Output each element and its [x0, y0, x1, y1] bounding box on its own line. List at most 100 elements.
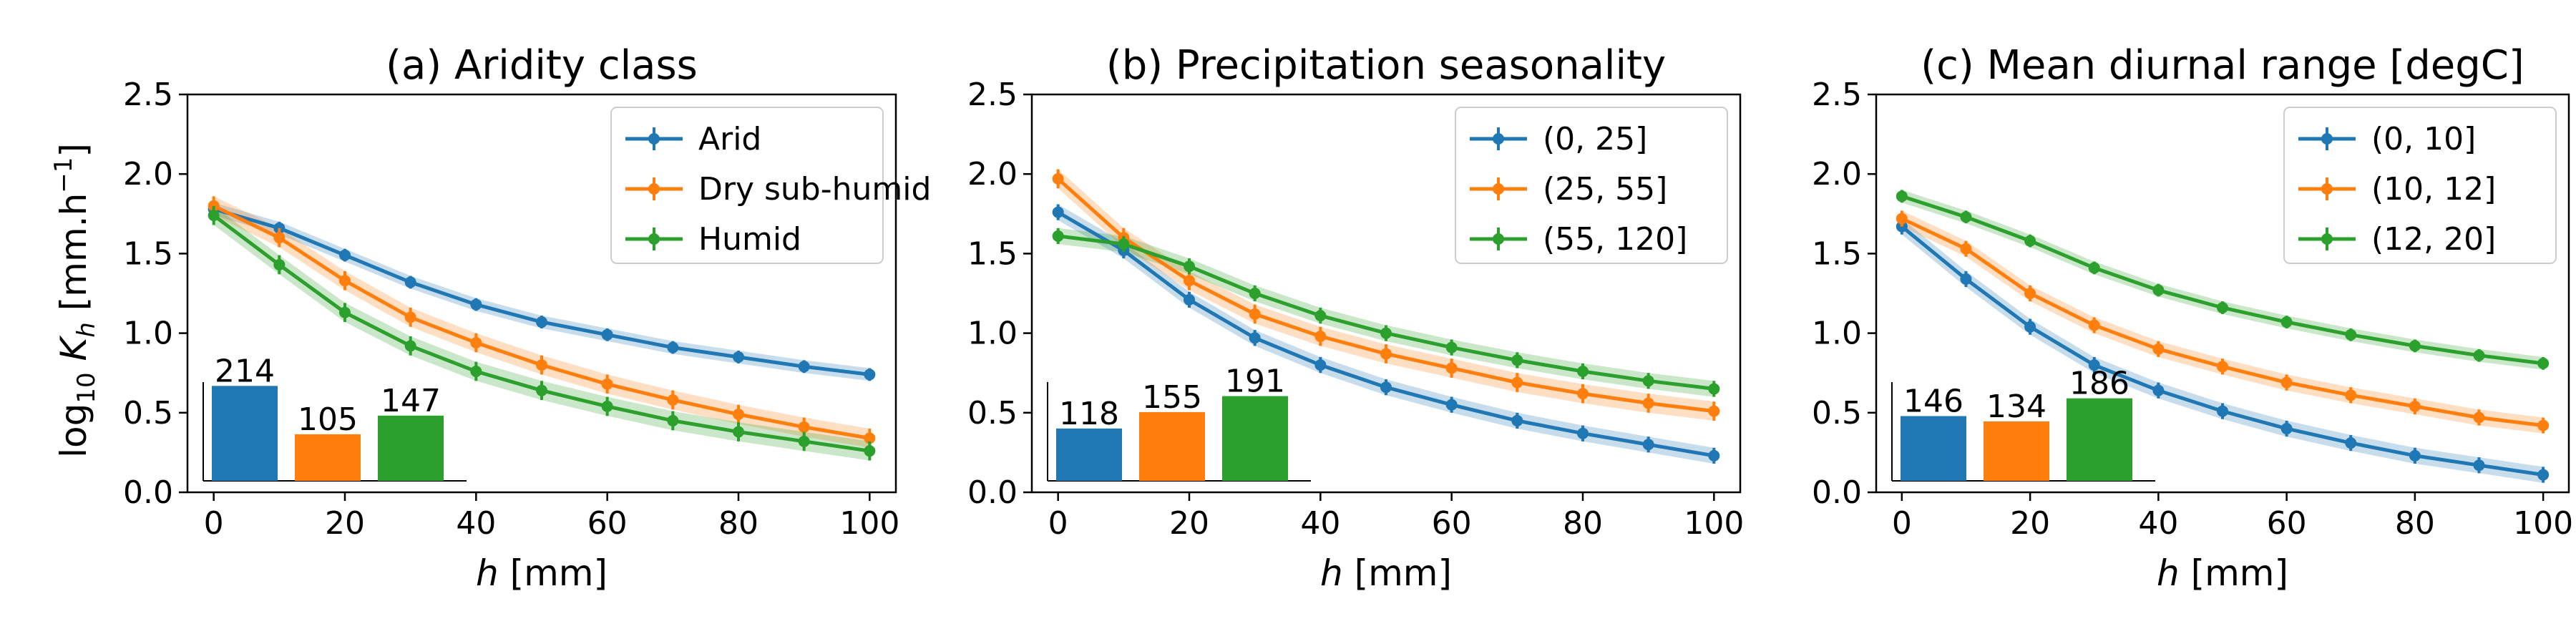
y-tick-label: 0.0	[967, 474, 1018, 511]
data-point	[864, 432, 876, 444]
inset-bar	[1056, 428, 1122, 481]
data-point	[470, 336, 482, 348]
data-point	[1960, 243, 1972, 255]
data-point	[2280, 376, 2293, 389]
data-point	[1445, 341, 1458, 353]
x-tick-label: 0	[1892, 505, 1912, 542]
data-point	[2473, 459, 2485, 472]
x-tick-label: 80	[1563, 505, 1603, 542]
data-point	[404, 311, 416, 323]
inset-bar	[1901, 416, 1966, 481]
data-point	[339, 306, 351, 318]
inset-bar-label: 105	[298, 401, 358, 438]
legend: (0, 10] (10, 12] (12, 20]	[2283, 107, 2557, 264]
legend-box	[2283, 107, 2557, 264]
data-point	[1380, 381, 1392, 394]
data-point	[2280, 423, 2293, 435]
data-point	[2280, 316, 2293, 328]
legend: (0, 25] (25, 55] (55, 120]	[1455, 107, 1728, 264]
x-tick-label: 100	[2513, 505, 2573, 542]
panel-b: (b) Precipitation seasonality 118 155 191 0 2…	[967, 42, 1744, 594]
inset-bar	[295, 434, 361, 481]
plot-frame	[186, 93, 897, 494]
data-point	[404, 340, 416, 352]
y-tick-label: 1.0	[1812, 316, 1862, 352]
x-tick-label: 60	[587, 505, 628, 542]
x-tick-label: 100	[1684, 505, 1744, 542]
data-point	[2217, 361, 2228, 373]
legend-entry: Arid	[698, 121, 761, 157]
legend-box	[610, 107, 884, 264]
data-point	[1960, 211, 1972, 223]
y-tick-label: 1.0	[123, 316, 173, 352]
y-tick-label: 0.5	[123, 395, 173, 431]
legend-swatch	[2321, 233, 2333, 245]
legend-swatch	[1493, 183, 1504, 195]
data-point	[1249, 308, 1261, 320]
legend-entry: Dry sub-humid	[698, 171, 931, 208]
inset-bar	[1984, 421, 2049, 481]
data-point	[1052, 172, 1064, 185]
y-tick-label: 1.5	[967, 235, 1018, 272]
inset-bar	[2067, 398, 2132, 481]
x-axis-label: h [mm]	[2157, 552, 2288, 594]
data-point	[1314, 331, 1327, 343]
data-point	[2088, 262, 2100, 274]
series-3	[1896, 190, 2550, 370]
data-point	[2345, 328, 2357, 341]
data-point	[1118, 238, 1130, 250]
legend-box	[1455, 107, 1728, 264]
legend-swatch	[648, 233, 660, 245]
inset-bar-label: 155	[1142, 379, 1202, 416]
series-2	[208, 196, 876, 448]
series-1	[1896, 218, 2550, 483]
data-point	[1511, 354, 1523, 366]
data-point	[1511, 414, 1523, 426]
data-point	[1896, 190, 1908, 203]
data-point	[2409, 340, 2421, 352]
data-point	[1184, 275, 1195, 287]
data-point	[2345, 437, 2357, 449]
inset-bar-label: 118	[1059, 396, 1119, 432]
data-point	[1445, 362, 1458, 374]
x-tick-label: 40	[456, 505, 496, 542]
inset-bar	[1139, 411, 1205, 481]
legend-swatch	[1493, 133, 1504, 145]
data-point	[2345, 389, 2357, 401]
series-3	[1052, 228, 1720, 397]
legend-swatch	[2321, 133, 2333, 145]
data-point	[667, 341, 679, 353]
legend: Arid Dry sub-humid Humid	[610, 107, 931, 264]
data-point	[1249, 332, 1261, 344]
data-point	[1249, 288, 1261, 299]
plot-frame	[1875, 93, 2570, 494]
data-point	[601, 328, 613, 341]
legend-swatch	[1493, 233, 1504, 245]
inset-bar-label: 186	[2069, 366, 2129, 402]
x-tick-label: 80	[2395, 505, 2435, 542]
y-axis-label: log10 Kh [mm.h−1]	[49, 143, 101, 458]
inset-bar-label: 191	[1225, 364, 1285, 400]
data-point	[1314, 359, 1327, 371]
shared-y-axis-label: log10 Kh [mm.h−1]	[49, 143, 101, 458]
data-point	[2217, 302, 2228, 314]
data-point	[1380, 348, 1392, 360]
data-point	[601, 400, 613, 412]
data-point	[1577, 365, 1589, 377]
data-point	[536, 384, 547, 396]
data-point	[273, 258, 286, 270]
panel-a: (a) Aridity class 214 105 147 0 20 40 60 80 100 0.…	[123, 42, 931, 594]
data-point	[2024, 321, 2036, 333]
series-2	[1052, 169, 1720, 421]
data-point	[2088, 359, 2100, 371]
data-point	[1445, 399, 1458, 411]
data-point	[733, 409, 744, 421]
x-tick-label: 0	[204, 505, 224, 542]
legend-swatch	[648, 133, 660, 145]
x-tick-label: 60	[1432, 505, 1472, 542]
data-point	[601, 378, 613, 390]
legend-swatch	[648, 183, 660, 195]
data-point	[2473, 411, 2485, 424]
data-point	[208, 210, 220, 222]
